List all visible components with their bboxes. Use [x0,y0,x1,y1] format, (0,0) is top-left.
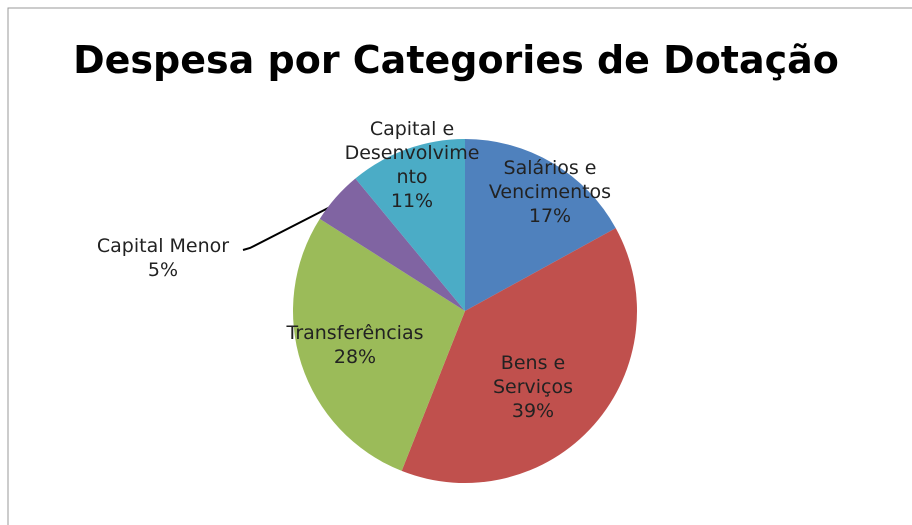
slice-label: Capital e Desenvolvimento 11% [342,117,482,213]
slice-label: Transferências 28% [270,321,440,369]
category-name: Capital e Desenvolvimento [344,118,480,188]
value-label: 28% [333,346,377,368]
pie-slice [401,228,637,483]
pie-slice [465,139,616,311]
pie-slice [292,218,465,471]
frame [7,7,912,525]
slice-label: Bens e Serviços 39% [468,351,598,423]
value-label: 39% [511,400,555,422]
value-label: 17% [528,205,572,227]
slice-label: Salários e Vencimentos 17% [475,156,625,228]
category-name: Transferências [286,322,424,344]
pie-slice [355,139,465,311]
slice-label: Capital Menor 5% [78,234,248,282]
value-label: 5% [147,259,179,281]
category-name: Salários e Vencimentos [488,157,612,203]
leader-line [242,203,337,251]
chart-title: Despesa por Categories de Dotação [73,38,839,82]
category-name: Capital Menor [96,235,230,257]
pie-slice [319,178,465,311]
category-name: Bens e Serviços [492,352,574,398]
value-label: 11% [390,190,434,212]
